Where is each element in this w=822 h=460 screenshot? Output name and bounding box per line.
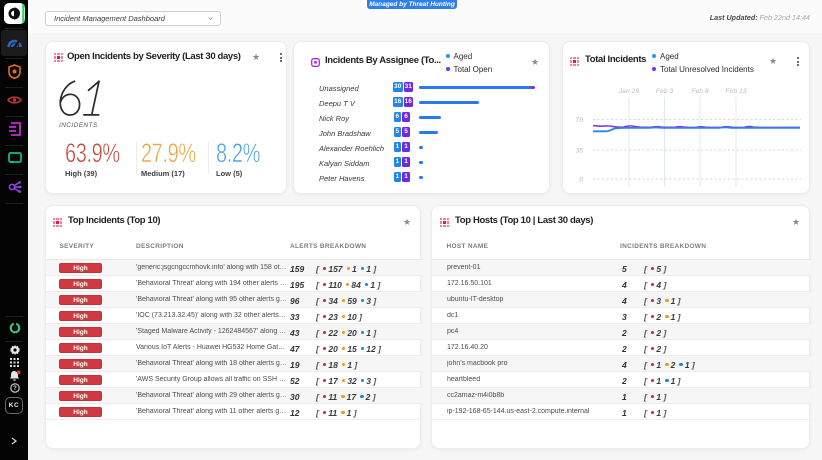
svg-text:?: ? <box>13 386 17 392</box>
svg-text:70: 70 <box>575 117 583 124</box>
svg-text:Feb 3: Feb 3 <box>656 88 674 95</box>
svg-text:35: 35 <box>575 148 583 155</box>
svg-text:Jan 29: Jan 29 <box>618 88 640 95</box>
svg-text:0: 0 <box>579 177 583 184</box>
svg-text:Feb 8: Feb 8 <box>691 88 709 95</box>
svg-text:Feb 13: Feb 13 <box>725 88 746 95</box>
